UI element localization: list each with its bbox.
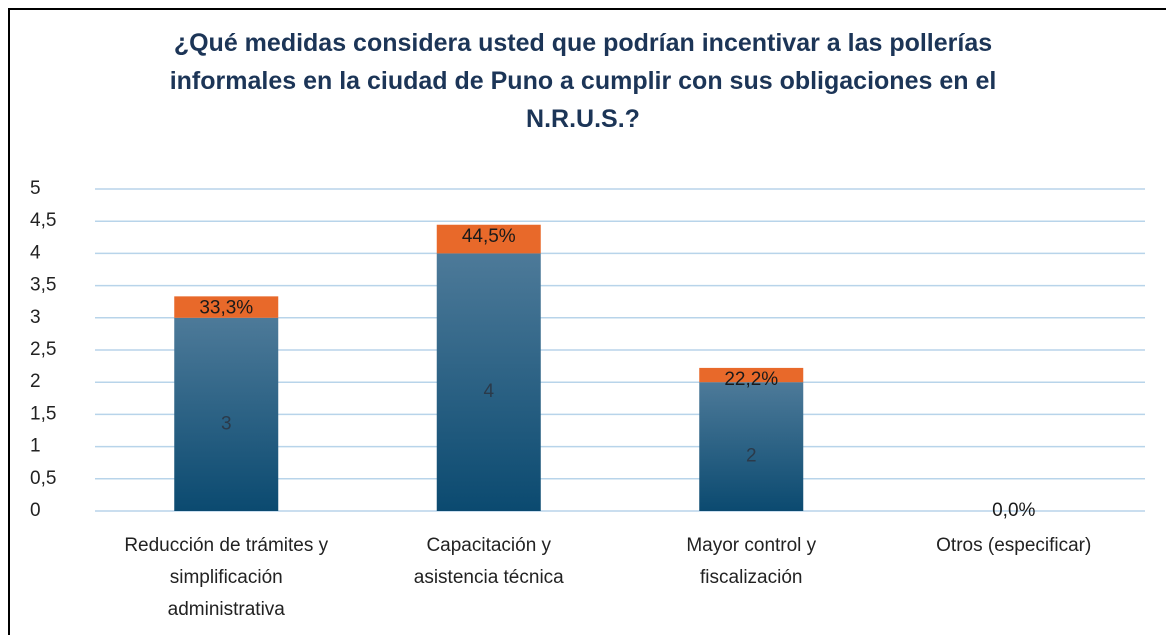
data-label: 0,0% <box>992 500 1035 521</box>
data-label: 4 <box>483 381 494 402</box>
y-tick-label: 4 <box>30 242 41 263</box>
x-tick-label: Reducción de trámites y simplificación a… <box>124 535 329 620</box>
y-tick-label: 3 <box>30 307 41 328</box>
bar-segment <box>174 317 279 511</box>
y-tick-label: 0 <box>30 500 41 521</box>
y-tick-label: 3,5 <box>30 275 56 296</box>
y-tick-label: 1,5 <box>30 403 56 424</box>
y-tick-label: 2 <box>30 371 41 392</box>
x-tick-label: Otros (especificar) <box>936 535 1092 556</box>
y-tick-label: 2,5 <box>30 339 56 360</box>
bar-segment <box>174 296 279 318</box>
frame <box>8 8 1166 635</box>
y-tick-label: 5 <box>30 178 41 199</box>
data-label: 2 <box>746 446 757 467</box>
y-tick-label: 4,5 <box>30 210 56 231</box>
bar-segment <box>436 253 541 511</box>
y-tick-label: 0,5 <box>30 468 56 489</box>
bar-segment <box>699 382 804 511</box>
bar-segment <box>436 224 541 254</box>
y-tick-label: 1 <box>30 436 41 457</box>
data-label: 3 <box>221 413 232 434</box>
x-tick-label: Mayor control y fiscalización <box>686 535 817 588</box>
data-label: 44,5% <box>462 226 516 247</box>
data-label: 22,2% <box>724 369 778 390</box>
x-tick-label: Capacitación y asistencia técnica <box>413 535 564 588</box>
data-label: 33,3% <box>199 297 253 318</box>
bar-segment <box>699 367 804 383</box>
chart-title: ¿Qué medidas considera usted que podrían… <box>169 29 997 133</box>
